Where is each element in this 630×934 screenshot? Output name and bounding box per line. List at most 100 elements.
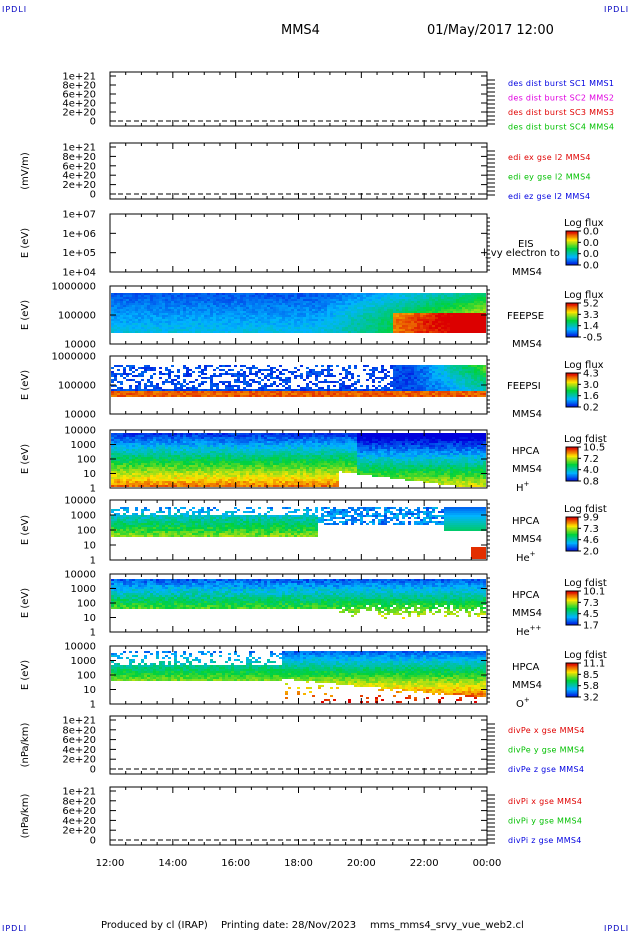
heatmap-cell [222, 475, 225, 477]
heatmap-cell [324, 395, 327, 397]
heatmap-cell [267, 325, 270, 327]
heatmap-cell [228, 485, 231, 487]
heatmap-cell [273, 305, 276, 307]
heatmap-cell [348, 371, 351, 373]
heatmap-cell [249, 313, 252, 315]
heatmap-cell [207, 455, 210, 457]
heatmap-cell [138, 463, 141, 465]
heatmap-cell [174, 309, 177, 311]
heatmap-cell [270, 375, 273, 377]
heatmap-cell [396, 323, 399, 325]
heatmap-cell [120, 437, 123, 439]
heatmap-cell [288, 309, 291, 311]
heatmap-cell [315, 315, 318, 317]
heatmap-cell [303, 297, 306, 299]
heatmap-cell [306, 319, 309, 321]
heatmap-cell [159, 395, 162, 397]
heatmap-cell [114, 465, 117, 467]
heatmap-cell [303, 301, 306, 303]
heatmap-cell [318, 309, 321, 311]
heatmap-cell [378, 311, 381, 313]
heatmap-cell [357, 297, 360, 299]
heatmap-cell [438, 379, 441, 381]
heatmap-cell [147, 463, 150, 465]
heatmap-cell [324, 313, 327, 315]
heatmap-cell [465, 327, 468, 329]
heatmap-cell [267, 301, 270, 303]
heatmap-cell [210, 381, 213, 383]
heatmap-cell [429, 317, 432, 319]
heatmap-cell [210, 293, 213, 295]
heatmap-cell [246, 321, 249, 323]
heatmap-cell [324, 329, 327, 331]
heatmap-cell [144, 441, 147, 443]
heatmap-cell [279, 393, 282, 395]
heatmap-cell [222, 311, 225, 313]
heatmap-cell [123, 303, 126, 305]
heatmap-cell [375, 331, 378, 333]
heatmap-cell [438, 393, 441, 395]
heatmap-cell [372, 369, 375, 371]
heatmap-cell [177, 435, 180, 437]
heatmap-cell [255, 313, 258, 315]
heatmap-cell [165, 455, 168, 457]
heatmap-cell [429, 331, 432, 333]
heatmap-cell [210, 473, 213, 475]
heatmap-cell [408, 309, 411, 311]
heatmap-cell [432, 387, 435, 389]
heatmap-cell [453, 393, 456, 395]
heatmap-cell [159, 295, 162, 297]
heatmap-cell [219, 459, 222, 461]
heatmap-cell [387, 311, 390, 313]
heatmap-cell [198, 471, 201, 473]
heatmap-cell [381, 301, 384, 303]
heatmap-cell [147, 457, 150, 459]
heatmap-cell [408, 387, 411, 389]
heatmap-cell [456, 305, 459, 307]
heatmap-cell [195, 467, 198, 469]
heatmap-cell [123, 395, 126, 397]
heatmap-cell [135, 295, 138, 297]
heatmap-cell [291, 323, 294, 325]
heatmap-cell [471, 325, 474, 327]
heatmap-cell [111, 325, 114, 327]
heatmap-cell [405, 331, 408, 333]
heatmap-cell [228, 387, 231, 389]
heatmap-cell [132, 465, 135, 467]
heatmap-cell [156, 473, 159, 475]
heatmap-cell [195, 331, 198, 333]
heatmap-cell [381, 329, 384, 331]
heatmap-cell [141, 327, 144, 329]
heatmap-cell [126, 309, 129, 311]
heatmap-cell [114, 457, 117, 459]
heatmap-cell [180, 453, 183, 455]
heatmap-cell [273, 367, 276, 369]
heatmap-cell [288, 321, 291, 323]
heatmap-cell [456, 325, 459, 327]
heatmap-cell [399, 331, 402, 333]
heatmap-cell [243, 393, 246, 395]
heatmap-cell [189, 441, 192, 443]
heatmap-cell [480, 387, 483, 389]
heatmap-cell [189, 457, 192, 459]
heatmap-cell [132, 453, 135, 455]
heatmap-cell [141, 469, 144, 471]
heatmap-cell [159, 435, 162, 437]
heatmap-cell [156, 457, 159, 459]
heatmap-cell [429, 373, 432, 375]
heatmap-cell [135, 297, 138, 299]
heatmap-cell [474, 325, 477, 327]
heatmap-cell [240, 309, 243, 311]
heatmap-cell [417, 375, 420, 377]
heatmap-cell [180, 319, 183, 321]
heatmap-cell [150, 385, 153, 387]
heatmap-cell [363, 299, 366, 301]
heatmap-cell [219, 441, 222, 443]
heatmap-cell [117, 471, 120, 473]
heatmap-cell [285, 391, 288, 393]
heatmap-cell [318, 301, 321, 303]
heatmap-cell [381, 389, 384, 391]
heatmap-cell [207, 301, 210, 303]
heatmap-cell [441, 315, 444, 317]
heatmap-cell [156, 479, 159, 481]
